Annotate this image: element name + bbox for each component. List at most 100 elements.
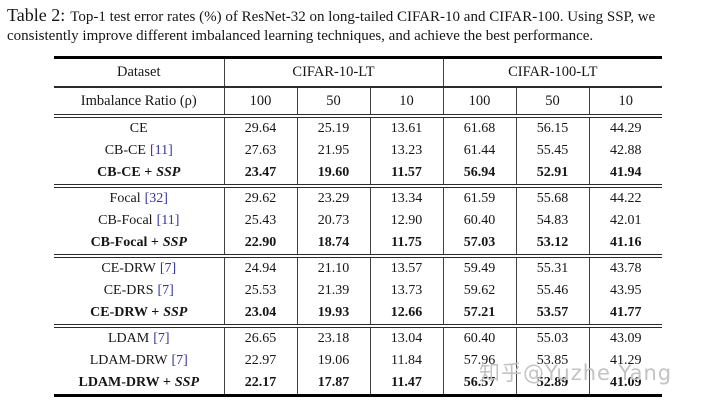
error-rate-value: 41.09 <box>588 372 663 396</box>
table-row: CB-CE [11] 27.63 21.95 13.23 61.44 55.45 42.88 <box>54 140 663 162</box>
error-rate-value: 13.04 <box>369 324 444 350</box>
method-name: LDAM-DRW + <box>78 375 171 390</box>
error-rate-value: 29.64 <box>223 116 297 140</box>
table-caption: Table 2: Top-1 test error rates (%) of Re… <box>7 5 714 45</box>
error-rate-value: 26.65 <box>223 324 297 350</box>
method-label-cell: LDAM-DRW + SSP <box>54 372 224 396</box>
error-rate-value: 11.57 <box>369 162 444 186</box>
error-rate-value: 27.63 <box>223 140 297 162</box>
error-rate-value: 43.09 <box>588 324 663 350</box>
imbalance-ratio-header-cell: Imbalance Ratio (ρ) <box>54 87 224 118</box>
cifar10-lt-header-cell: CIFAR-10-LT <box>223 57 444 88</box>
ratio-value-header: 100 <box>223 87 297 118</box>
error-rate-value: 41.29 <box>588 350 663 372</box>
error-rate-value: 53.85 <box>515 350 590 372</box>
method-name: CE-DRW + <box>90 305 160 320</box>
table-row: CE 29.64 25.19 13.61 61.68 56.15 44.29 <box>54 116 663 140</box>
ratio-value-header: 50 <box>515 87 590 118</box>
table-row: CB-Focal [11] 25.43 20.73 12.90 60.40 54.83 42.… <box>54 210 663 232</box>
error-rate-value: 23.18 <box>296 324 370 350</box>
error-rate-value: 59.49 <box>442 254 517 280</box>
error-rate-value: 17.87 <box>296 372 370 396</box>
error-rate-value: 55.03 <box>515 324 590 350</box>
error-rate-value: 13.23 <box>369 140 444 162</box>
error-rate-value: 13.57 <box>369 254 444 280</box>
error-rate-value: 43.78 <box>588 254 663 280</box>
error-rate-value: 55.45 <box>515 140 590 162</box>
error-rate-value: 52.89 <box>515 372 590 396</box>
header-ratio-row: Imbalance Ratio (ρ) 100 50 10 100 50 10 <box>54 87 663 118</box>
method-name: LDAM-DRW <box>89 353 168 368</box>
error-rate-value: 42.88 <box>588 140 663 162</box>
error-rate-value: 23.04 <box>223 302 297 326</box>
error-rate-value: 19.93 <box>296 302 370 326</box>
ratio-value-header: 10 <box>369 87 444 118</box>
error-rate-value: 11.84 <box>369 350 444 372</box>
table-row: CB-CE + SSP 23.47 19.60 11.57 56.94 52.91 41.94 <box>54 162 663 186</box>
table-row: CE-DRW + SSP 23.04 19.93 12.66 57.21 53.57 41.7… <box>54 302 663 326</box>
citation-link[interactable]: [7] <box>157 283 174 298</box>
ssp-label: SSP <box>156 165 181 180</box>
error-rate-value: 12.66 <box>369 302 444 326</box>
citation-link[interactable]: [7] <box>153 331 170 346</box>
method-label-cell: CE <box>54 116 224 140</box>
error-rate-value: 13.34 <box>369 184 444 210</box>
error-rate-value: 54.83 <box>515 210 590 232</box>
ratio-value-header: 100 <box>442 87 517 118</box>
error-rate-value: 41.94 <box>588 162 663 186</box>
error-rate-value: 13.73 <box>369 280 444 302</box>
error-rate-value: 56.57 <box>442 372 517 396</box>
ratio-value-header: 50 <box>296 87 370 118</box>
method-name: LDAM <box>107 331 150 346</box>
citation-link[interactable]: [7] <box>171 353 188 368</box>
table-body: CE 29.64 25.19 13.61 61.68 56.15 44.29 CB-CE [11… <box>54 116 663 396</box>
method-label-cell: LDAM-DRW [7] <box>54 350 224 372</box>
error-rate-value: 41.16 <box>588 232 663 256</box>
results-table: Dataset CIFAR-10-LT CIFAR-100-LT Imbalan… <box>54 56 663 397</box>
method-name: CB-Focal <box>98 213 153 228</box>
error-rate-value: 11.75 <box>369 232 444 256</box>
error-rate-value: 61.44 <box>442 140 517 162</box>
error-rate-value: 60.40 <box>442 324 517 350</box>
method-label-cell: CE-DRW + SSP <box>54 302 224 326</box>
table-caption-text: Top-1 test error rates (%) of ResNet-32 … <box>7 9 656 44</box>
error-rate-value: 55.68 <box>515 184 590 210</box>
citation-link[interactable]: [11] <box>149 143 173 158</box>
error-rate-value: 55.46 <box>515 280 590 302</box>
error-rate-value: 61.68 <box>442 116 517 140</box>
table-row: LDAM [7] 26.65 23.18 13.04 60.40 55.03 43.09 <box>54 324 663 350</box>
method-label-cell: CE-DRS [7] <box>54 280 224 302</box>
citation-link[interactable]: [11] <box>156 213 180 228</box>
error-rate-value: 23.29 <box>296 184 370 210</box>
citation-link[interactable]: [32] <box>144 191 168 206</box>
error-rate-value: 53.12 <box>515 232 590 256</box>
error-rate-value: 43.95 <box>588 280 663 302</box>
error-rate-value: 42.01 <box>588 210 663 232</box>
error-rate-value: 21.10 <box>296 254 370 280</box>
method-label-cell: CB-CE + SSP <box>54 162 224 186</box>
error-rate-value: 57.03 <box>442 232 517 256</box>
table-row: CE-DRS [7] 25.53 21.39 13.73 59.62 55.46 43.95 <box>54 280 663 302</box>
error-rate-value: 24.94 <box>223 254 297 280</box>
method-label-cell: Focal [32] <box>54 184 224 210</box>
method-name: CB-CE <box>104 143 146 158</box>
method-label-cell: CB-Focal [11] <box>54 210 224 232</box>
error-rate-value: 60.40 <box>442 210 517 232</box>
error-rate-value: 61.59 <box>442 184 517 210</box>
error-rate-value: 19.60 <box>296 162 370 186</box>
error-rate-value: 44.29 <box>588 116 663 140</box>
error-rate-value: 44.22 <box>588 184 663 210</box>
method-label-cell: CE-DRW [7] <box>54 254 224 280</box>
error-rate-value: 41.77 <box>588 302 663 326</box>
citation-link[interactable]: [7] <box>159 261 177 276</box>
table-row: CE-DRW [7] 24.94 21.10 13.57 59.49 55.31 43.78 <box>54 254 663 280</box>
error-rate-value: 56.15 <box>515 116 590 140</box>
method-name: Focal <box>109 191 141 206</box>
ssp-label: SSP <box>163 305 188 320</box>
error-rate-value: 57.21 <box>442 302 517 326</box>
ssp-label: SSP <box>174 375 199 390</box>
method-name: CB-CE + <box>97 165 153 180</box>
error-rate-value: 20.73 <box>296 210 370 232</box>
error-rate-value: 12.90 <box>369 210 444 232</box>
